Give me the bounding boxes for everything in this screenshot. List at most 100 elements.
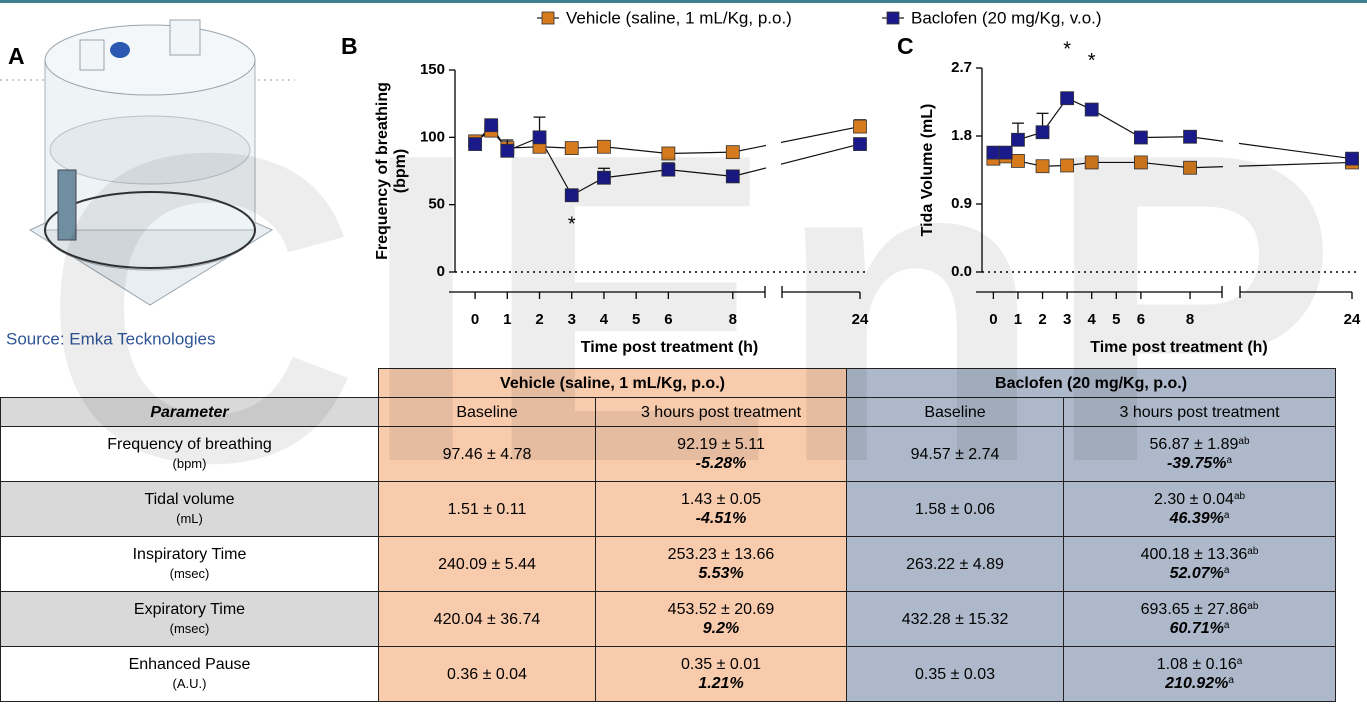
- x-tick-label: 3: [568, 311, 576, 328]
- value-line: 1.51 ± 0.11: [383, 500, 591, 519]
- marker: [1346, 152, 1359, 165]
- value: 0.36 ± 0.04: [447, 666, 527, 683]
- x-tick-label: 4: [600, 311, 609, 328]
- marker: [854, 120, 867, 133]
- parameter-name: Tidal volume: [5, 490, 374, 509]
- marker: [501, 144, 514, 157]
- value: 2.30 ± 0.04: [1154, 491, 1234, 508]
- significance: a: [1237, 656, 1243, 667]
- column-header: Parameter: [1, 398, 379, 427]
- value-cell: 94.57 ± 2.74: [847, 427, 1064, 482]
- value-line: 400.18 ± 13.36ab: [1068, 545, 1331, 564]
- parameter-cell: Expiratory Time(msec): [1, 592, 379, 647]
- x-tick-label: 2: [535, 311, 543, 328]
- value: 92.19 ± 5.11: [677, 436, 765, 453]
- x-tick-label: 4: [1088, 311, 1097, 328]
- annotation: *: [1088, 50, 1096, 72]
- column-header: Baseline: [847, 398, 1064, 427]
- value-cell: 0.35 ± 0.03: [847, 647, 1064, 702]
- marker: [1061, 92, 1074, 105]
- x-tick-label: 2: [1038, 311, 1046, 328]
- value-line: 0.35 ± 0.01: [600, 655, 842, 674]
- value-line: 0.36 ± 0.04: [383, 665, 591, 684]
- change-line: 46.39%a: [1068, 509, 1331, 528]
- value: 420.04 ± 36.74: [434, 611, 541, 628]
- value-cell: 420.04 ± 36.74: [379, 592, 596, 647]
- significance: ab: [1247, 546, 1258, 557]
- significance: ab: [1238, 436, 1249, 447]
- y-axis-title: (bpm): [392, 149, 409, 193]
- change: 210.92%: [1165, 675, 1228, 692]
- significance: ab: [1247, 601, 1258, 612]
- value-cell: 263.22 ± 4.89: [847, 537, 1064, 592]
- value-cell: 1.51 ± 0.11: [379, 482, 596, 537]
- change-line: 52.07%a: [1068, 564, 1331, 583]
- x-tick-label: 6: [1137, 311, 1145, 328]
- column-header: 3 hours post treatment: [596, 398, 847, 427]
- value: 0.35 ± 0.01: [681, 656, 761, 673]
- source-note: Source: Emka Tecknologies: [6, 329, 215, 348]
- parameter-unit: (mL): [5, 509, 374, 528]
- value: 1.08 ± 0.16: [1157, 656, 1237, 673]
- chamber-photo: [30, 20, 272, 305]
- parameter-name: Expiratory Time: [5, 600, 374, 619]
- marker: [854, 138, 867, 151]
- x-tick-label: 8: [1186, 311, 1194, 328]
- marker: [662, 163, 675, 176]
- parameter-cell: Inspiratory Time(msec): [1, 537, 379, 592]
- parameter-name: Inspiratory Time: [5, 545, 374, 564]
- value-line: 92.19 ± 5.11: [600, 435, 842, 454]
- value: 97.46 ± 4.78: [443, 446, 532, 463]
- change-line: 5.53%: [600, 564, 842, 583]
- marker: [597, 140, 610, 153]
- parameter-cell: Tidal volume(mL): [1, 482, 379, 537]
- x-tick-label: 1: [503, 311, 511, 328]
- marker: [726, 146, 739, 159]
- value-line: 1.43 ± 0.05: [600, 490, 842, 509]
- marker: [726, 170, 739, 183]
- parameter-unit: (bpm): [5, 454, 374, 473]
- value-line: 432.28 ± 15.32: [851, 610, 1059, 629]
- value: 240.09 ± 5.44: [438, 556, 536, 573]
- annotation: *: [1063, 39, 1071, 61]
- value-line: 0.35 ± 0.03: [851, 665, 1059, 684]
- x-tick-label: 24: [852, 311, 869, 328]
- x-tick-label: 6: [664, 311, 672, 328]
- y-tick-label: 0.0: [951, 263, 972, 280]
- marker: [1085, 103, 1098, 116]
- value-cell: 432.28 ± 15.32: [847, 592, 1064, 647]
- change: 52.07%: [1170, 565, 1224, 582]
- change-line: 9.2%: [600, 619, 842, 638]
- value: 432.28 ± 15.32: [902, 611, 1009, 628]
- value-line: 56.87 ± 1.89ab: [1068, 435, 1331, 454]
- value-cell: 92.19 ± 5.11-5.28%: [596, 427, 847, 482]
- marker: [1134, 156, 1147, 169]
- marker: [1184, 130, 1197, 143]
- marker: [1011, 133, 1024, 146]
- parameter-name: Frequency of breathing: [5, 435, 374, 454]
- change-line: 60.71%a: [1068, 619, 1331, 638]
- value-line: 420.04 ± 36.74: [383, 610, 591, 629]
- parameter-unit: (A.U.): [5, 674, 374, 693]
- marker: [1134, 131, 1147, 144]
- legend-marker: [887, 12, 899, 24]
- legend-label: Vehicle (saline, 1 mL/Kg, p.o.): [566, 8, 792, 27]
- change: 60.71%: [1170, 620, 1224, 637]
- marker: [1036, 126, 1049, 139]
- value-line: 263.22 ± 4.89: [851, 555, 1059, 574]
- value: 1.58 ± 0.06: [915, 501, 995, 518]
- change: -4.51%: [696, 510, 747, 527]
- y-tick-label: 150: [420, 61, 445, 78]
- parameter-unit: (msec): [5, 564, 374, 583]
- panel-label: B: [341, 33, 358, 59]
- marker: [999, 146, 1012, 159]
- value: 253.23 ± 13.66: [668, 546, 775, 563]
- value-line: 240.09 ± 5.44: [383, 555, 591, 574]
- marker: [1011, 154, 1024, 167]
- panel-label: C: [897, 33, 914, 59]
